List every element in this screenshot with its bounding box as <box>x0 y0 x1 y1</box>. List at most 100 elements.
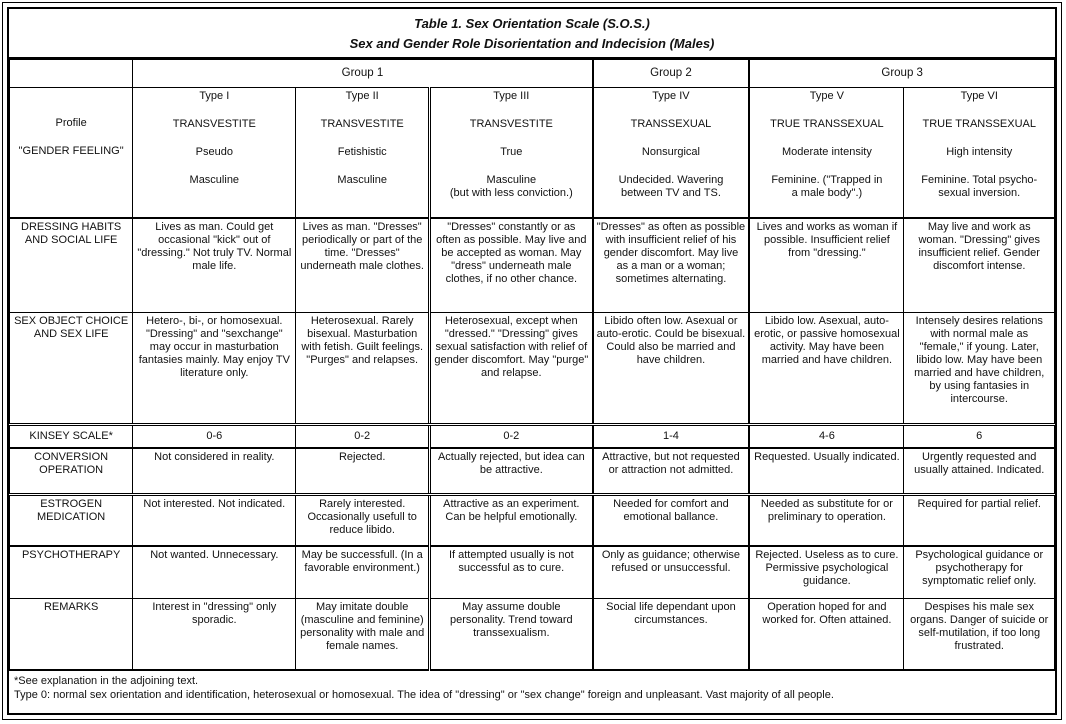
cell: Rarely interested. Occasionally usefull … <box>295 493 431 547</box>
cell: May be successfull. (In a favorable envi… <box>295 545 431 599</box>
cell: Libido low. Asexual, auto-erotic, or pas… <box>748 311 905 426</box>
type-variant: Pseudo <box>195 146 233 158</box>
type-name: TRUE TRANSSEXUAL <box>770 118 884 130</box>
cell: Interest in "dressing" only sporadic. <box>132 597 297 671</box>
conversion-operation-row: CONVERSION OPERATION Not considered in r… <box>8 447 1055 496</box>
group-1-header: Group 1 <box>132 59 594 88</box>
cell: Rejected. <box>295 447 431 496</box>
footnote-line1: *See explanation in the adjoining text. <box>14 675 199 687</box>
cell: "Dresses" as often as possible with insu… <box>591 217 750 313</box>
type-label: Type V <box>809 90 845 102</box>
type-feeling: Masculine <box>189 174 240 186</box>
estrogen-medication-row: ESTROGEN MEDICATION Not interested. Not … <box>8 493 1055 547</box>
row-header-profile: Profile "GENDER FEELING" <box>8 87 134 219</box>
type-label: Type I <box>199 90 230 102</box>
type-feeling: Undecided. Wavering between TV and TS. <box>618 174 724 199</box>
cell: 0-2 <box>295 423 431 449</box>
table-title-line1: Table 1. Sex Orientation Scale (S.O.S.) <box>414 16 650 31</box>
type-feeling: Masculine (but with less conviction.) <box>449 174 573 199</box>
cell: Attractive as an experiment. Can be help… <box>428 493 594 547</box>
footnote-line2: Type 0: normal sex orientation and ident… <box>14 689 834 701</box>
table-title-line2: Sex and Gender Role Disorientation and I… <box>349 35 715 51</box>
row-header-kinsey-scale: KINSEY SCALE* <box>8 423 134 449</box>
cell: Lives as man. Could get occasional "kick… <box>132 217 297 313</box>
group-header-row: Group 1 Group 2 Group 3 <box>8 59 1056 88</box>
cell: 6 <box>903 423 1055 449</box>
row-header-estrogen-medication: ESTROGEN MEDICATION <box>8 493 134 547</box>
row-header-dressing-habits: DRESSING HABITS AND SOCIAL LIFE <box>8 217 134 313</box>
type-variant: Fetishistic <box>337 146 387 158</box>
cell: 0-6 <box>132 423 297 449</box>
cell: May assume double personality. Trend tow… <box>428 597 594 671</box>
cell: 1-4 <box>591 423 750 449</box>
dressing-habits-row: DRESSING HABITS AND SOCIAL LIFE Lives as… <box>8 217 1055 313</box>
type-label: Type III <box>493 90 530 102</box>
cell: "Dresses" constantly or as often as poss… <box>428 217 594 313</box>
row-header-psychotherapy: PSYCHOTHERAPY <box>8 545 134 599</box>
cell: Lives as man. "Dresses" periodically or … <box>295 217 431 313</box>
type-feeling: Feminine. ("Trapped in a male body".) <box>771 174 883 199</box>
cell: Operation hoped for and worked for. Ofte… <box>748 597 905 671</box>
cell: 4-6 <box>748 423 905 449</box>
sos-table: Group 1 Group 2 Group 3 Profile "GENDER … <box>8 59 1056 671</box>
cell: 0-2 <box>428 423 594 449</box>
psychotherapy-row: PSYCHOTHERAPY Not wanted. Unnecessary. M… <box>8 545 1055 599</box>
type-feeling: Masculine <box>337 174 387 186</box>
table-title: Table 1. Sex Orientation Scale (S.O.S.) … <box>9 9 1055 59</box>
cell: Psychological guidance or psychotherapy … <box>903 545 1055 599</box>
footnotes: *See explanation in the adjoining text. … <box>9 671 1055 713</box>
cell: Heterosexual, except when "dressed." "Dr… <box>428 311 594 426</box>
type-name: TRANSSEXUAL <box>630 118 712 130</box>
cell: Needed for comfort and emotional ballanc… <box>591 493 750 547</box>
sex-object-row: SEX OBJECT CHOICE AND SEX LIFE Hetero-, … <box>8 311 1055 426</box>
row-header-remarks: REMARKS <box>8 597 134 671</box>
row-header-sex-object: SEX OBJECT CHOICE AND SEX LIFE <box>8 311 134 426</box>
cell: Requested. Usually indicated. <box>748 447 905 496</box>
remarks-row: REMARKS Interest in "dressing" only spor… <box>8 597 1055 671</box>
cell: Actually rejected, but idea can be attra… <box>428 447 594 496</box>
cell: Only as guidance; otherwise refused or u… <box>591 545 750 599</box>
cell: Despises his male sex organs. Danger of … <box>903 597 1055 671</box>
group-3-header: Group 3 <box>748 59 1056 88</box>
cell: Attractive, but not requested or attract… <box>591 447 750 496</box>
type-name: TRANSVESTITE <box>172 118 256 130</box>
cell: Urgently requested and usually attained.… <box>903 447 1055 496</box>
profile-type-1: Type I TRANSVESTITE Pseudo Masculine <box>132 87 297 219</box>
profile-type-6: Type VI TRUE TRANSSEXUAL High intensity … <box>903 87 1055 219</box>
profile-type-2: Type II TRANSVESTITE Fetishistic Masculi… <box>295 87 431 219</box>
type-name: TRANSVESTITE <box>469 118 553 130</box>
profile-header-line1: Profile <box>55 117 87 129</box>
cell: Not wanted. Unnecessary. <box>132 545 297 599</box>
cell: Lives and works as woman if possible. In… <box>748 217 905 313</box>
cell: Heterosexual. Rarely bisexual. Masturbat… <box>295 311 431 426</box>
cell: May imitate double (masculine and femini… <box>295 597 431 671</box>
profile-header-line2: "GENDER FEELING" <box>18 145 124 157</box>
type-name: TRUE TRANSSEXUAL <box>922 118 1036 130</box>
cell: Libido often low. Asexual or auto-erotic… <box>591 311 750 426</box>
profile-row: Profile "GENDER FEELING" Type I TRANSVES… <box>8 87 1055 219</box>
type-label: Type IV <box>652 90 690 102</box>
cell: Social life dependant upon circumstances… <box>591 597 750 671</box>
cell: Needed as substitute for or preliminary … <box>748 493 905 547</box>
profile-type-3: Type III TRANSVESTITE True Masculine (bu… <box>428 87 594 219</box>
row-header-conversion-operation: CONVERSION OPERATION <box>8 447 134 496</box>
cell: Hetero-, bi-, or homosexual. "Dressing" … <box>132 311 297 426</box>
type-name: TRANSVESTITE <box>320 118 404 130</box>
type-label: Type VI <box>960 90 998 102</box>
type-variant: High intensity <box>946 146 1013 158</box>
kinsey-scale-row: KINSEY SCALE* 0-6 0-2 0-2 1-4 4-6 6 <box>8 423 1055 449</box>
cell: May live and work as woman. "Dressing" g… <box>903 217 1055 313</box>
corner-cell <box>8 59 134 88</box>
type-feeling: Feminine. Total psycho- sexual inversion… <box>921 174 1038 199</box>
type-label: Type II <box>345 90 379 102</box>
type-variant: Nonsurgical <box>641 146 700 158</box>
group-2-header: Group 2 <box>591 59 750 88</box>
cell: If attempted usually is not successful a… <box>428 545 594 599</box>
profile-type-5: Type V TRUE TRANSSEXUAL Moderate intensi… <box>748 87 905 219</box>
cell: Not considered in reality. <box>132 447 297 496</box>
table-frame: Table 1. Sex Orientation Scale (S.O.S.) … <box>7 7 1057 715</box>
cell: Required for partial relief. <box>903 493 1055 547</box>
type-variant: True <box>500 146 523 158</box>
cell: Not interested. Not indicated. <box>132 493 297 547</box>
